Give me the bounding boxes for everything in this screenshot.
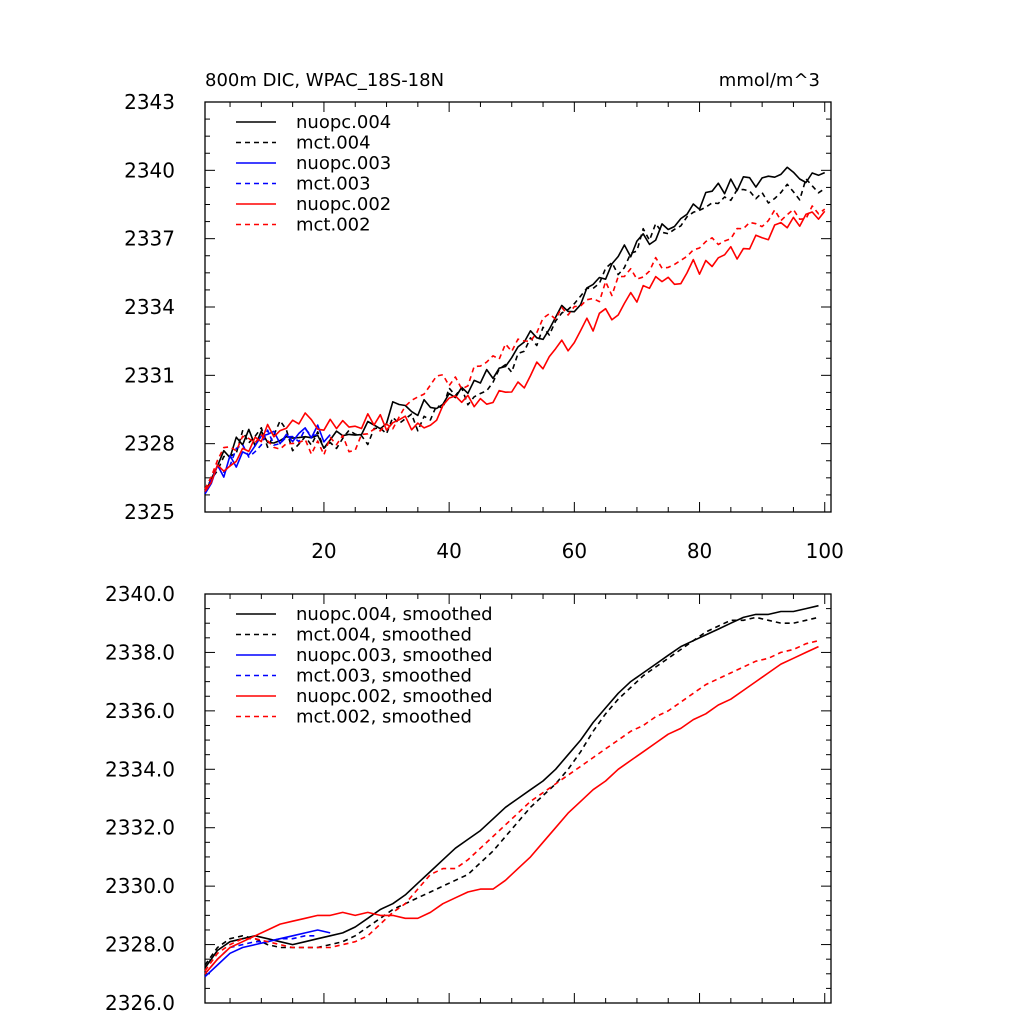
legend-label: nuopc.003 (296, 153, 391, 174)
legend-label: nuopc.004 (296, 112, 391, 133)
legend-label: nuopc.002 (296, 194, 391, 215)
legend-label: mct.002 (296, 215, 371, 236)
top-panel-title: 800m DIC, WPAC_18S-18N (205, 70, 444, 91)
x-tick-label: 60 (562, 539, 587, 563)
y-tick-label: 2325 (124, 500, 175, 524)
series-line-nuopc-002-smoothed (204, 645, 819, 975)
top-panel: 2325 2328 2331 2334 2337 2340 2343 20 40 60 80 100 n… (124, 90, 844, 563)
legend-label: mct.003, smoothed (296, 666, 472, 687)
legend-label: nuopc.003, smoothed (296, 645, 493, 666)
y-tick-label: 2338.0 (105, 640, 175, 664)
y-tick-label: 2343 (124, 90, 175, 114)
bottom-panel: 2326.0 2328.0 2330.0 2332.0 2334.0 2336.0 2338… (105, 582, 832, 1015)
y-tick-label: 2331 (124, 363, 175, 387)
series-line-nuopc-003 (204, 424, 331, 495)
y-tick-label: 2337 (124, 227, 175, 251)
legend-label: nuopc.002, smoothed (296, 686, 493, 707)
x-tick-label: 40 (436, 539, 461, 563)
series-line-mct-002-smoothed (204, 639, 819, 972)
y-tick-label: 2336.0 (105, 699, 175, 723)
series-line-mct-004 (204, 178, 826, 492)
legend-label: mct.004 (296, 133, 371, 154)
series-line-nuopc-002 (204, 210, 826, 492)
legend-label: mct.004, smoothed (296, 625, 472, 646)
series-line-nuopc-004-smoothed (204, 604, 819, 969)
y-tick-label: 2330.0 (105, 874, 175, 898)
y-tick-label: 2334.0 (105, 757, 175, 781)
y-tick-label: 2328 (124, 432, 175, 456)
top-panel-units: mmol/m^3 (719, 70, 820, 91)
x-tick-label: 80 (687, 539, 712, 563)
x-tick-label: 20 (311, 539, 336, 563)
y-tick-label: 2340 (124, 158, 175, 182)
x-tick-label: 100 (806, 539, 844, 563)
series-line-mct-004-smoothed (204, 616, 819, 966)
series-line-nuopc-004 (204, 166, 826, 495)
series-line-mct-003 (204, 428, 318, 492)
y-tick-label: 2334 (124, 295, 175, 319)
y-tick-label: 2340.0 (105, 582, 175, 606)
y-tick-label: 2326.0 (105, 991, 175, 1015)
legend-label: nuopc.004, smoothed (296, 604, 493, 625)
y-tick-label: 2328.0 (105, 933, 175, 957)
legend-label: mct.003 (296, 174, 371, 195)
legend-label: mct.002, smoothed (296, 707, 472, 728)
y-tick-label: 2332.0 (105, 816, 175, 840)
